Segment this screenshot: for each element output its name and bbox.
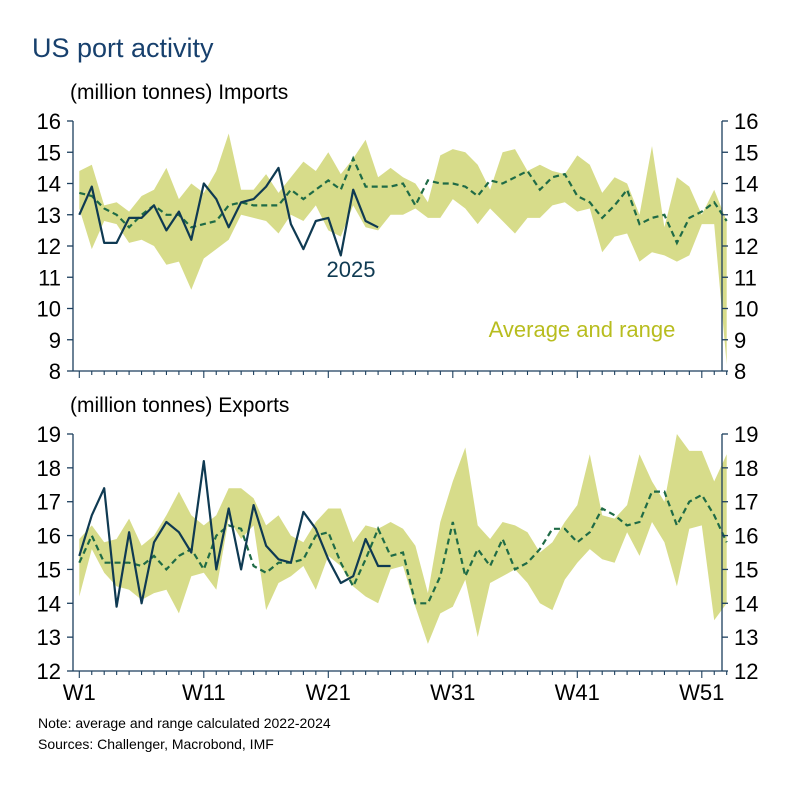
y-tick-label-right: 15	[734, 140, 758, 165]
exports-panel: 12 12 13 13 14 14 15 15 16 16 17 17 18 18 19 19 (million…	[37, 394, 759, 705]
y-tick-label-left: 13	[37, 625, 61, 650]
y-tick-label-left: 15	[37, 557, 61, 582]
current-year-line	[78, 460, 391, 608]
current-year-label: 2025	[327, 257, 376, 282]
y-tick-label-right: 13	[734, 625, 758, 650]
y-tick-label-right: 8	[734, 359, 746, 384]
y-tick-label-right: 10	[734, 297, 758, 322]
y-tick-label-right: 13	[734, 203, 758, 228]
y-tick-label-left: 19	[37, 422, 61, 447]
y-tick-label-left: 18	[37, 456, 61, 481]
y-tick-label-left: 9	[49, 328, 61, 353]
average-line	[78, 490, 728, 605]
range-legend-label: Average and range	[489, 317, 676, 342]
note-text: Note: average and range calculated 2022-…	[38, 715, 331, 731]
y-tick-label-left: 16	[37, 109, 61, 134]
y-tick-label-left: 12	[37, 659, 61, 684]
y-tick-label-right: 9	[734, 328, 746, 353]
x-tick-label: W31	[430, 680, 475, 705]
y-tick-label-left: 17	[37, 490, 61, 515]
y-tick-label-right: 14	[734, 172, 758, 197]
y-tick-label-right: 18	[734, 456, 758, 481]
range-band	[79, 434, 727, 644]
y-tick-label-right: 12	[734, 234, 758, 259]
y-tick-label-right: 16	[734, 524, 758, 549]
y-tick-label-right: 19	[734, 422, 758, 447]
y-tick-label-left: 15	[37, 140, 61, 165]
y-tick-label-left: 14	[37, 172, 61, 197]
x-tick-label: W11	[182, 680, 226, 705]
current-year-line	[78, 166, 379, 257]
range-band	[79, 133, 727, 365]
panel-ylabel: (million tonnes) Imports	[70, 81, 288, 104]
average-line	[79, 155, 728, 246]
y-tick-label-right: 16	[734, 109, 758, 134]
y-tick-label-left: 16	[37, 524, 61, 549]
y-tick-label-left: 12	[37, 234, 61, 259]
panel-ylabel: (million tonnes) Exports	[70, 394, 289, 417]
y-tick-label-left: 10	[37, 297, 61, 322]
y-tick-label-right: 12	[734, 659, 758, 684]
sources-text: Sources: Challenger, Macrobond, IMF	[38, 736, 274, 752]
y-tick-label-right: 14	[734, 591, 758, 616]
imports-panel: 8 8 9 9 10 10 11 11 12 12 13 13 14 14 15 15 16 16 (million…	[37, 81, 759, 384]
y-tick-label-left: 13	[37, 203, 61, 228]
x-tick-label: W21	[306, 680, 351, 705]
x-tick-label: W51	[679, 680, 724, 705]
y-tick-label-right: 17	[734, 490, 758, 515]
y-tick-label-right: 11	[734, 265, 757, 290]
y-tick-label-left: 8	[49, 359, 61, 384]
y-tick-label-left: 14	[37, 591, 61, 616]
y-tick-label-right: 15	[734, 557, 758, 582]
x-tick-label: W1	[63, 680, 96, 705]
chart-title: US port activity	[32, 33, 214, 63]
y-tick-label-left: 11	[38, 265, 61, 290]
x-tick-label: W41	[555, 680, 600, 705]
